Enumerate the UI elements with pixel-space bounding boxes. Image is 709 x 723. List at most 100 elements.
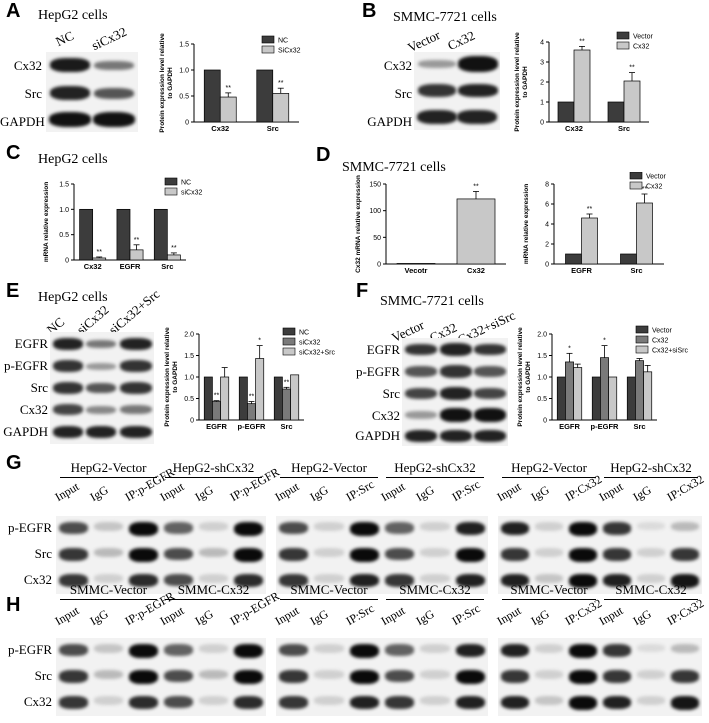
panel-f-row-pegfr: p-EGFR bbox=[355, 364, 400, 379]
coip-lane-label: IgG bbox=[192, 606, 216, 629]
legend-swatch bbox=[616, 31, 630, 40]
coip-header-b: SMMC-Cx32 bbox=[177, 582, 250, 597]
legend-swatch bbox=[261, 45, 275, 54]
panel-a-blot bbox=[46, 52, 138, 132]
coip-header-a: SMMC-Vector bbox=[69, 582, 148, 597]
y-tick-label: 2.0 bbox=[184, 332, 194, 339]
coip-lane-label: Input bbox=[378, 603, 408, 629]
panel-d2-chart: 0 2 4 6 8 mRNA relative expression ** EGFR ** Src… bbox=[523, 172, 667, 275]
significance-mark: ** bbox=[629, 65, 635, 72]
coip-lane-label: IP:Src bbox=[449, 601, 483, 629]
y-tick-label: 2 bbox=[540, 80, 544, 87]
legend-label: Vector bbox=[633, 34, 654, 41]
coip-row-label: Cx32 bbox=[23, 694, 52, 709]
panel-f-blot bbox=[402, 338, 508, 446]
panel-a-chart: 0 0.5 1.0 1.5 Protein expression level relat… bbox=[159, 33, 301, 133]
y-tick-label: 1.0 bbox=[179, 68, 189, 75]
coip-header-a: HepG2-Vector bbox=[291, 460, 367, 475]
coip-row-label: p-EGFR bbox=[7, 520, 52, 535]
legend-swatch bbox=[282, 337, 296, 346]
significance-mark: ** bbox=[96, 249, 102, 256]
bar-src-1 bbox=[623, 80, 641, 123]
panel-a-row-gapdh: GAPDH bbox=[0, 114, 45, 129]
coip-lane-label: Input bbox=[272, 603, 302, 629]
y-tick-label: 150 bbox=[369, 182, 381, 189]
panel-e-letter: E bbox=[6, 280, 20, 302]
coip-header-b: SMMC-Cx32 bbox=[399, 582, 471, 597]
category-label: Cx32 bbox=[565, 124, 583, 133]
panel-f-row-src: Src bbox=[382, 386, 400, 401]
bar-src-1 bbox=[635, 360, 644, 421]
legend-label: Cx32 bbox=[633, 44, 649, 51]
bar-vecotr-0 bbox=[396, 263, 436, 265]
panel-a-lane-sicx32: siCx32 bbox=[89, 23, 129, 54]
y-tick-label: 1.5 bbox=[184, 353, 194, 360]
significance-mark: * bbox=[568, 345, 571, 352]
y-tick-label: 0 bbox=[185, 120, 189, 127]
panel-h-letter: H bbox=[6, 594, 21, 616]
bar-src-0 bbox=[607, 101, 625, 123]
bar-src-1 bbox=[282, 388, 291, 421]
coip-lane-label: IgG bbox=[528, 606, 552, 629]
panel-f-cell-title: SMMC-7721 cells bbox=[380, 294, 484, 309]
y-tick-label: 50 bbox=[373, 235, 381, 242]
panel-d-letter: D bbox=[316, 144, 331, 166]
panel-b-lane-cx32: Cx32 bbox=[445, 27, 478, 54]
bar-src-1 bbox=[272, 93, 290, 123]
coip-header-line bbox=[60, 477, 157, 478]
coip-blot bbox=[498, 516, 702, 594]
bar-cx32-0 bbox=[456, 198, 496, 265]
panel-e-cell-title: HepG2 cells bbox=[38, 290, 108, 305]
significance-mark: ** bbox=[637, 351, 643, 358]
y-tick-label: 4 bbox=[545, 222, 549, 229]
coip-header-a: HepG2-Vector bbox=[511, 460, 587, 475]
y-tick-label: 1 bbox=[540, 100, 544, 107]
panel-c-chart: 0 0.5 1.0 1.5 mRNA relative expression ** Cx32… bbox=[43, 177, 203, 271]
coip-row-label: Cx32 bbox=[23, 572, 52, 587]
y-tick-label: 6 bbox=[545, 202, 549, 209]
category-label: Vecotr bbox=[405, 266, 428, 275]
coip-header-line bbox=[502, 599, 596, 600]
bar-cx32-1 bbox=[573, 49, 591, 123]
panel-f-row-egfr: EGFR bbox=[366, 342, 400, 357]
panel-b-chart: 0 1 2 3 4 Protein expression level relativeto… bbox=[514, 31, 654, 133]
coip-row-label: Src bbox=[34, 668, 52, 683]
category-label: Src bbox=[630, 266, 642, 275]
coip-blot bbox=[276, 638, 488, 716]
coip-lane-label: IgG bbox=[413, 482, 437, 505]
bar-egfr-0 bbox=[556, 376, 566, 421]
coip-lane-label: IgG bbox=[630, 606, 654, 629]
coip-row-label: p-EGFR bbox=[7, 642, 52, 657]
bar-p-egfr-1 bbox=[600, 357, 609, 421]
legend-label: Cx32 bbox=[646, 184, 662, 191]
significance-mark: ** bbox=[278, 80, 284, 87]
bar-src-0 bbox=[256, 69, 274, 123]
coip-lane-label: IgG bbox=[87, 606, 111, 629]
bar-src-2 bbox=[290, 374, 300, 421]
panel-b-blot bbox=[414, 52, 500, 130]
category-label: Src bbox=[633, 422, 645, 431]
coip-header-b: HepG2-shCx32 bbox=[172, 460, 255, 475]
bar-egfr-1 bbox=[565, 361, 574, 421]
y-axis-label: Protein expression level relativeto GAPD… bbox=[159, 33, 174, 133]
y-tick-label: 0.5 bbox=[179, 94, 189, 101]
coip-lane-label: IgG bbox=[630, 482, 654, 505]
coip-lane-label: IP:Src bbox=[343, 601, 377, 629]
coip-header-line bbox=[604, 599, 698, 600]
legend-label: NC bbox=[299, 330, 309, 337]
category-label: EGFR bbox=[559, 422, 580, 431]
y-axis-label: Cx32 mRNA relative expression bbox=[355, 175, 362, 273]
significance-mark: ** bbox=[284, 379, 290, 386]
coip-header-line bbox=[280, 477, 378, 478]
legend-label: NC bbox=[278, 38, 288, 45]
category-label: p-EGFR bbox=[238, 422, 266, 431]
panel-b-row-gapdh: GAPDH bbox=[367, 114, 412, 129]
legend-swatch bbox=[616, 41, 630, 50]
y-tick-label: 1.5 bbox=[179, 42, 189, 49]
significance-mark: ** bbox=[214, 393, 220, 400]
bar-egfr-2 bbox=[573, 367, 583, 421]
y-tick-label: 100 bbox=[369, 208, 381, 215]
panel-a-cell-title: HepG2 cells bbox=[38, 8, 108, 23]
bar-src-1 bbox=[166, 254, 181, 261]
significance-mark: * bbox=[603, 338, 606, 345]
